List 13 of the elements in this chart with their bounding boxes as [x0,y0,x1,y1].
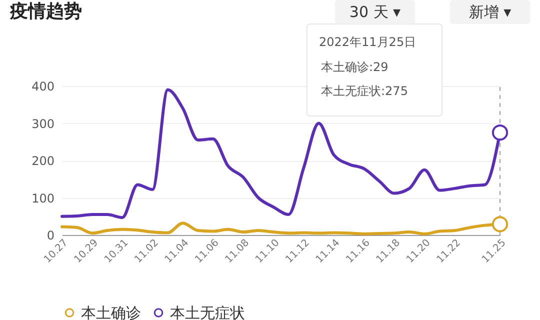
annotation: 本土无症状:275 [321,84,408,98]
text: 新增 ▾ [468,3,512,21]
y-tick-label: 100 [32,191,54,206]
legend-label: 本土确诊 [81,304,141,320]
chart-title: 疫情趋势 [9,1,82,22]
y-tick-label: 0 [46,228,54,242]
y-tick-label: 300 [32,116,54,131]
text: 2022年11月25日 [319,35,416,49]
y-tick-label: 400 [32,80,54,94]
text: 本土确诊:29 [321,60,388,74]
text: 30 天 ▾ [349,3,402,21]
legend-label: 本土无症状 [170,304,245,320]
y-tick-label: 200 [32,154,54,168]
